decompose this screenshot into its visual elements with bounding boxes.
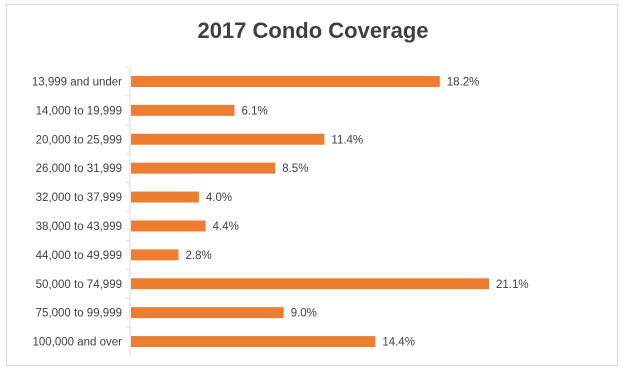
data-label: 4.4%	[213, 221, 239, 233]
chart-title: 2017 Condo Coverage	[197, 18, 429, 43]
data-label: 21.1%	[496, 279, 529, 291]
bar	[131, 133, 325, 145]
bar	[131, 249, 179, 261]
data-label: 9.0%	[291, 308, 317, 320]
data-label: 4.0%	[206, 192, 232, 204]
bar	[131, 191, 199, 203]
bar	[131, 278, 489, 290]
category-label: 20,000 to 25,999	[36, 134, 122, 146]
category-label: 26,000 to 31,999	[36, 163, 122, 175]
data-label: 8.5%	[282, 163, 308, 175]
category-label: 38,000 to 43,999	[36, 221, 122, 233]
data-label: 14.4%	[382, 337, 415, 349]
bar	[131, 104, 235, 116]
bar	[131, 75, 440, 87]
bar	[131, 162, 276, 174]
category-label: 75,000 to 99,999	[36, 308, 122, 320]
chart-frame	[6, 4, 618, 366]
data-label: 6.1%	[241, 105, 267, 117]
data-label: 11.4%	[331, 134, 363, 146]
bar	[131, 307, 284, 319]
bar	[131, 220, 206, 232]
category-label: 32,000 to 37,999	[36, 192, 122, 204]
data-label: 2.8%	[186, 250, 212, 262]
category-label: 44,000 to 49,999	[36, 250, 122, 262]
category-label: 13,999 and under	[32, 76, 122, 88]
category-label: 50,000 to 74,999	[36, 279, 122, 291]
category-label: 14,000 to 19,999	[36, 105, 122, 117]
category-label: 100,000 and over	[32, 337, 122, 349]
bar	[131, 336, 376, 348]
data-label: 18.2%	[447, 76, 480, 88]
